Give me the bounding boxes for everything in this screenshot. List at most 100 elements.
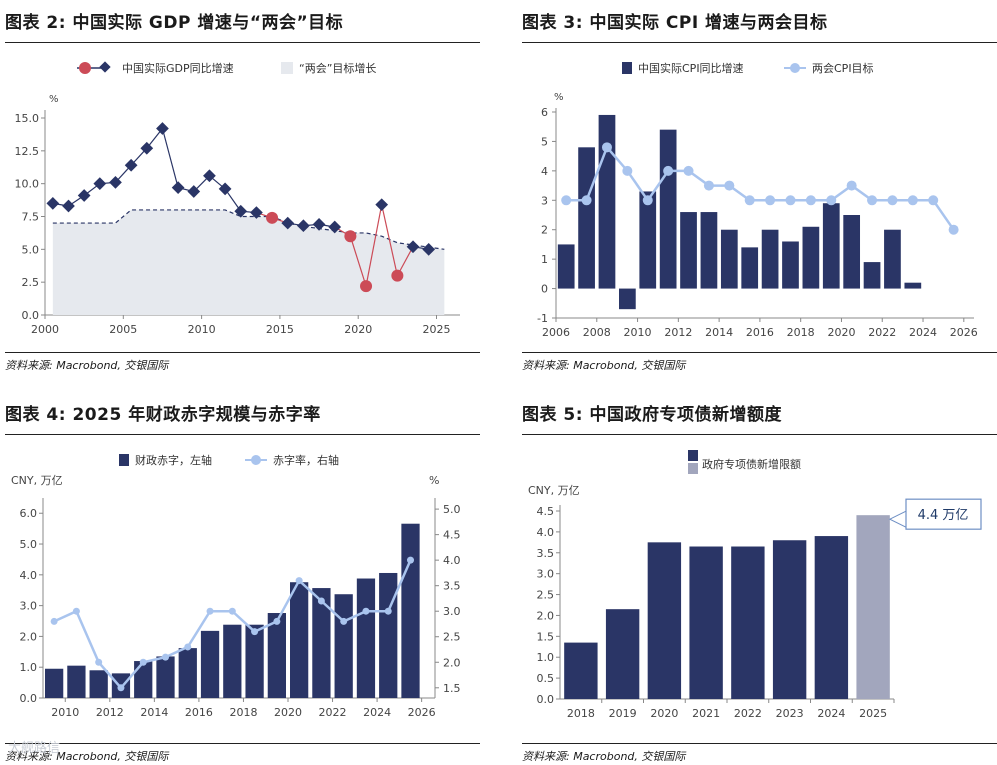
legend-label: 政府专项债新增限额 — [702, 457, 801, 471]
target-line — [566, 144, 955, 231]
target-point — [826, 195, 837, 206]
chart-title: 图表 3: 中国实际 CPI 增速与两会目标 — [522, 13, 828, 33]
cpi-bar — [619, 288, 636, 310]
x-tick-label: 2014 — [140, 706, 168, 719]
gdp-point-red — [266, 211, 279, 224]
gdp-point — [406, 240, 420, 254]
y-tick-label: 4.5 — [537, 505, 555, 518]
gdp-point — [93, 177, 107, 191]
title-rule — [522, 434, 997, 435]
target-point — [703, 180, 714, 191]
source-rule — [522, 743, 997, 744]
y-tick-label: 3.0 — [20, 600, 38, 613]
source-note: 资料来源: Macrobond, 交银国际 — [5, 750, 169, 763]
source-rule — [5, 743, 480, 744]
rate-point — [184, 643, 192, 651]
cpi-chart: 中国实际CPI同比增速 两会CPI目标% -1 0 1 2 3 4 5 6 2006 2008 2010… — [537, 61, 978, 339]
x-tick-label: 2024 — [909, 326, 937, 339]
y-tick-label: 2.5 — [537, 589, 555, 602]
target-point — [907, 195, 918, 206]
cpi-bar — [822, 203, 840, 289]
y-tick-label: 5.0 — [20, 538, 38, 551]
source-rule — [5, 352, 480, 353]
target-line — [52, 209, 445, 250]
target-point — [744, 195, 755, 206]
target-point — [785, 195, 796, 206]
y-tick-label: 7.5 — [22, 211, 40, 224]
gdp-point — [171, 181, 185, 194]
y-tick-label: 12.5 — [15, 145, 40, 158]
target-point — [948, 224, 959, 235]
x-tick-label: 2016 — [185, 706, 213, 719]
chart-title: 图表 5: 中国政府专项债新增额度 — [522, 405, 782, 425]
gdp-chart: 中国实际GDP同比增速 “两会”目标增长% 0.0 2.5 5.0 7.5 10.0 12.5… — [15, 61, 460, 336]
cpi-bar — [741, 247, 759, 289]
x-tick-label: 2020 — [274, 706, 302, 719]
y2-tick-label: 3.5 — [443, 580, 461, 593]
chart-title: 图表 2: 中国实际 GDP 增速与“两会”目标 — [5, 13, 344, 33]
deficit-bar — [89, 670, 108, 698]
bond-bar — [647, 542, 682, 699]
bond-bar — [605, 609, 640, 699]
bond-bar — [689, 546, 723, 699]
y-tick-label: 6 — [541, 106, 548, 119]
deficit-bar — [223, 624, 242, 698]
gdp-point — [250, 206, 263, 219]
legend-label: 两会CPI目标 — [812, 61, 874, 75]
deficit-chart: 财政赤字，左轴 赤字率，右轴 CNY, 万亿 % 0.0 1.0 2.0 3.0 4.0 5.0 6… — [11, 453, 461, 719]
cpi-bar — [598, 114, 616, 289]
legend-swatch-cpi — [622, 62, 632, 74]
x-tick-label: 2023 — [776, 707, 804, 720]
y-tick-label: 2.5 — [22, 276, 40, 289]
source-note: 资料来源: Macrobond, 交银国际 — [522, 750, 686, 763]
y-tick-label: 5.0 — [22, 243, 40, 256]
x-tick-label: 2016 — [746, 326, 774, 339]
x-tick-label: 2022 — [734, 707, 762, 720]
callout-box — [905, 498, 982, 530]
legend-marker-rate — [251, 455, 261, 465]
rate-point — [273, 617, 281, 625]
y-left-label: CNY, 万亿 — [11, 474, 63, 487]
cpi-bar — [904, 282, 922, 289]
title-rule — [5, 434, 480, 435]
y-tick-label: 3 — [541, 194, 548, 207]
deficit-bar — [401, 523, 420, 698]
target-point — [581, 195, 592, 206]
y-tick-label: 2.0 — [20, 630, 38, 643]
bond-bar — [814, 536, 849, 699]
cpi-panel: 图表 3: 中国实际 CPI 增速与两会目标 中国实际CPI同比增速 两会CPI目… — [522, 8, 997, 373]
y-tick-label: 1.5 — [537, 630, 555, 643]
gdp-point — [328, 220, 342, 234]
x-tick-label: 2021 — [692, 707, 720, 720]
deficit-bar — [290, 582, 309, 698]
gdp-point — [422, 242, 436, 256]
y-right-label: % — [429, 474, 439, 487]
deficit-bar — [45, 668, 64, 698]
target-point — [928, 195, 939, 206]
deficit-bar — [134, 661, 153, 698]
rate-point — [162, 653, 169, 661]
title-rule — [522, 42, 997, 43]
y-tick-label: -1 — [537, 312, 548, 325]
unit-label: % — [49, 94, 59, 105]
legend-marker-red — [79, 62, 91, 74]
gdp-line-segment — [161, 128, 179, 188]
x-tick-label: 2022 — [319, 706, 347, 719]
y-tick-label: 2.0 — [537, 609, 555, 622]
source-note: 资料来源: Macrobond, 交银国际 — [5, 359, 169, 372]
y-tick-label: 3.0 — [537, 568, 555, 581]
x-tick-label: 2024 — [817, 707, 845, 720]
target-point — [724, 180, 735, 191]
cpi-bar — [578, 147, 595, 289]
title-rule — [5, 42, 480, 43]
target-point — [561, 195, 572, 206]
legend-swatch-target — [281, 62, 293, 74]
x-tick-label: 2008 — [583, 326, 611, 339]
cpi-bar — [843, 215, 861, 289]
gdp-point — [77, 189, 91, 202]
y-tick-label: 5 — [541, 135, 548, 148]
target-point — [642, 195, 653, 206]
gdp-point — [140, 141, 154, 155]
bond-bar — [856, 515, 890, 699]
rate-point — [95, 658, 103, 666]
